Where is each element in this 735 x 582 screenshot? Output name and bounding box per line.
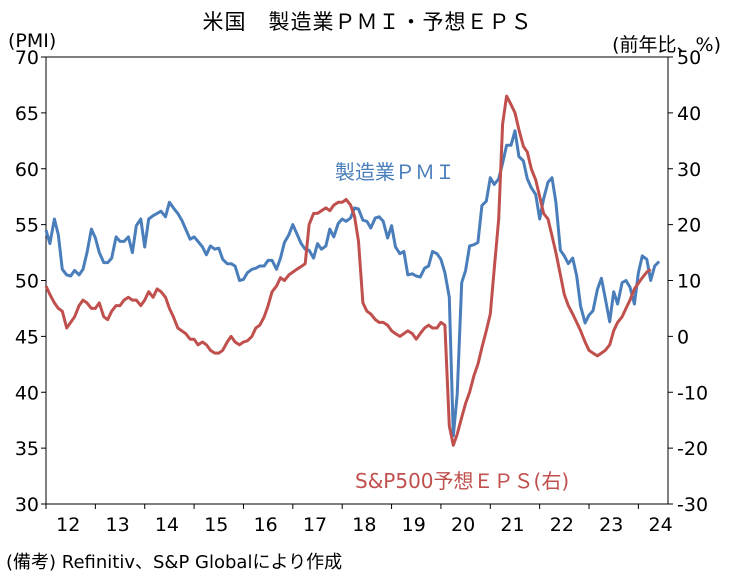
left-tick-label: 45 bbox=[15, 326, 39, 348]
eps-series-label: S&P500予想ＥＰＳ(右) bbox=[355, 469, 569, 493]
right-tick-label: -30 bbox=[677, 494, 708, 516]
right-tick-label: 50 bbox=[677, 47, 701, 69]
x-tick-label: 22 bbox=[550, 514, 574, 536]
pmi-series-label: 製造業ＰＭＩ bbox=[335, 160, 455, 184]
x-tick-label: 21 bbox=[500, 514, 524, 536]
right-tick-label: -10 bbox=[677, 382, 708, 404]
right-tick-label: 40 bbox=[677, 103, 701, 125]
x-tick-label: 19 bbox=[402, 514, 426, 536]
chart-title: 米国 製造業ＰＭＩ・予想ＥＰＳ bbox=[202, 10, 533, 34]
x-tick-label: 12 bbox=[56, 514, 80, 536]
right-tick-label: 20 bbox=[677, 215, 701, 237]
eps-series-line bbox=[44, 94, 652, 447]
x-tick-label: 15 bbox=[204, 514, 228, 536]
right-tick-label: 0 bbox=[677, 326, 689, 348]
left-tick-label: 55 bbox=[15, 215, 39, 237]
left-tick-label: 50 bbox=[15, 271, 39, 293]
source-note: (備考) Refinitiv、S&P Globalにより作成 bbox=[6, 552, 343, 573]
plot-frame bbox=[45, 56, 669, 505]
x-tick-label: 16 bbox=[254, 514, 278, 536]
x-tick-label: 23 bbox=[599, 514, 623, 536]
x-tick-label: 18 bbox=[352, 514, 376, 536]
x-tick-label: 20 bbox=[451, 514, 475, 536]
x-tick-label: 13 bbox=[105, 514, 129, 536]
left-tick-label: 40 bbox=[15, 382, 39, 404]
left-tick-label: 70 bbox=[15, 47, 39, 69]
right-axis-unit: (前年比、%) bbox=[612, 34, 721, 56]
right-tick-label: 10 bbox=[677, 271, 701, 293]
x-tick-label: 24 bbox=[649, 514, 673, 536]
left-tick-label: 35 bbox=[15, 438, 39, 460]
left-axis-unit: (PMI) bbox=[8, 30, 57, 52]
right-tick-label: -20 bbox=[677, 438, 708, 460]
left-tick-label: 65 bbox=[15, 103, 39, 125]
x-tick-label: 14 bbox=[155, 514, 179, 536]
x-tick-label: 17 bbox=[303, 514, 327, 536]
left-tick-label: 30 bbox=[15, 494, 39, 516]
right-tick-label: 30 bbox=[677, 159, 701, 181]
left-tick-label: 60 bbox=[15, 159, 39, 181]
